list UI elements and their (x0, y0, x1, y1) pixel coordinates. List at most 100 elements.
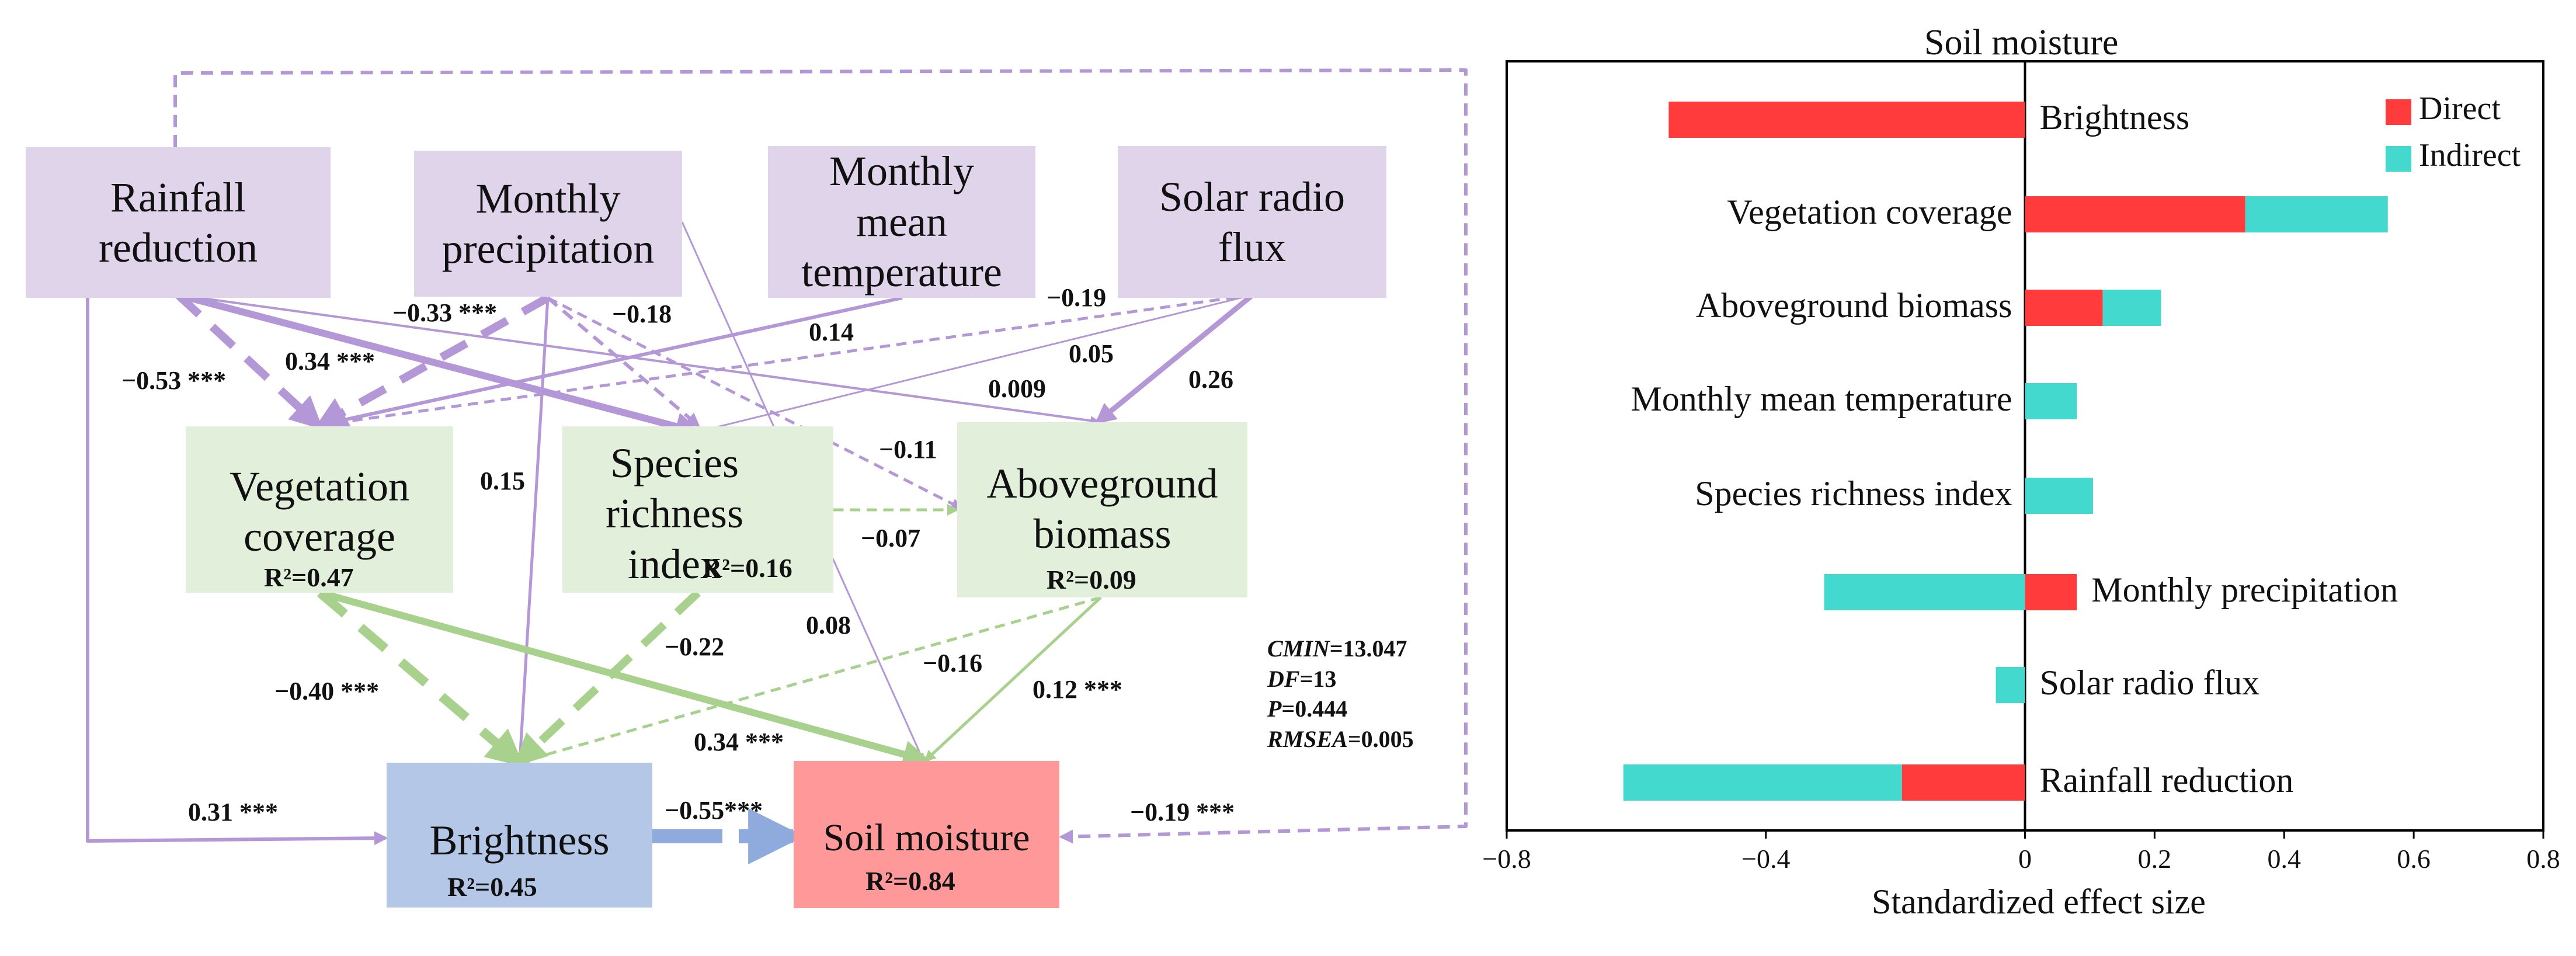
bar-direct-0 (1668, 102, 2025, 138)
path-veg-bright (317, 589, 524, 767)
bar-direct-7 (1901, 764, 2025, 801)
coef-precip-soil: 0.08 (806, 611, 851, 639)
x-tick-label: 0 (2018, 844, 2032, 874)
coef-veg-bright: −0.40 *** (274, 677, 380, 705)
node-monthly-precipitation: Monthly precipitation (414, 151, 682, 297)
x-axis-label: Standardized effect size (1872, 882, 2206, 921)
category-label: Species richness index (1695, 474, 2012, 513)
fit-line: RMSEA=0.005 (1267, 725, 1414, 752)
fit-line: CMIN=13.047 (1267, 635, 1407, 662)
node-solar-radio-flux: Solar radio flux (1118, 146, 1386, 298)
category-label: Monthly mean temperature (1631, 380, 2012, 418)
path-biomass-soil (924, 596, 1102, 762)
category-label: Vegetation coverage (1727, 193, 2012, 231)
path-solar-species (699, 294, 1253, 433)
bar-indirect-2 (2102, 290, 2161, 326)
bar-indirect-3 (2025, 383, 2077, 419)
node-monthly-mean-temperature: Monthly mean temperature (768, 146, 1035, 298)
r2-vegetation-coverage: R²=0.47 (264, 562, 354, 592)
bar-direct-5 (2025, 574, 2077, 610)
x-tick-label: −0.4 (1741, 844, 1791, 874)
path-precip-bright (514, 297, 550, 764)
path-solar-biomass (1094, 293, 1254, 425)
node-label: Rainfall reduction (99, 173, 258, 271)
chart-title: Soil moisture (1924, 23, 2119, 62)
path-rainfall-bright (86, 295, 388, 846)
bar-indirect-4 (2025, 478, 2093, 514)
category-label: Rainfall reduction (2039, 761, 2294, 799)
fit-line: P=0.444 (1267, 696, 1348, 722)
coef-solar-veg: −0.19 (1047, 283, 1107, 312)
path-species-bright (513, 589, 701, 767)
coef-species-bright: −0.22 (665, 632, 725, 661)
category-label: Monthly precipitation (2091, 571, 2398, 609)
coef-veg-soil: 0.34 *** (694, 728, 784, 756)
coef-biomass-bright: −0.16 (923, 649, 983, 677)
coef-rainfall-soil: −0.19 *** (1130, 798, 1235, 826)
path-rainfall-species (177, 291, 704, 440)
coef-rainfall-veg: −0.53 *** (121, 366, 227, 395)
node-label: Aboveground biomass (986, 460, 1218, 558)
legend-label-direct: Direct (2419, 91, 2501, 127)
coef-biomass-soil: 0.12 *** (1033, 675, 1122, 704)
node-label: Monthly mean temperature (801, 148, 1002, 296)
path-temp-veg (317, 296, 903, 430)
node-vegetation-coverage: Vegetation coverage (186, 426, 453, 593)
path-rainfall-biomass (178, 294, 1100, 426)
node-rainfall-reduction: Rainfall reduction (26, 147, 331, 298)
path-solar-veg (318, 293, 1253, 430)
path-rainfall-veg (175, 291, 324, 430)
coef-solar-species: 0.05 (1069, 339, 1114, 368)
bar-indirect-7 (1623, 764, 1902, 801)
legend-label-indirect: Indirect (2419, 137, 2521, 173)
coef-precip-biomass: −0.11 (879, 435, 937, 464)
r2-soil-moisture: R²=0.84 (865, 866, 955, 896)
x-tick-label: −0.8 (1482, 844, 1531, 874)
r2-species-richness-index: R²=0.16 (703, 553, 792, 583)
path-precip-species (547, 296, 700, 427)
coef-precip-bright: 0.15 (480, 467, 525, 495)
coef-bright-soil: −0.55*** (665, 796, 763, 825)
model-fit-stats: CMIN=13.047 DF=13 P=0.444 RMSEA=0.005 (1267, 634, 1414, 754)
bar-indirect-1 (2245, 196, 2388, 232)
x-tick-label: 0.4 (2267, 844, 2302, 874)
coef-rainfall-biomass: 0.009 (988, 374, 1046, 403)
x-tick-label: 0.8 (2526, 844, 2560, 874)
plot-frame (1506, 60, 2544, 832)
node-soil-moisture: Soil moisture (794, 761, 1059, 908)
coef-precip-veg: −0.33 *** (392, 298, 498, 327)
path-veg-soil (319, 589, 931, 768)
coef-precip-species: −0.18 (612, 300, 672, 328)
legend-swatch-direct (2386, 99, 2411, 125)
sem-diagram (86, 68, 1468, 864)
bar-direct-2 (2025, 290, 2103, 326)
r2-brightness: R²=0.45 (447, 872, 537, 902)
bar-indirect-5 (1824, 574, 2025, 610)
path-biomass-bright (517, 596, 1101, 766)
node-label: Monthly precipitation (441, 175, 655, 272)
node-label: Brightness (429, 817, 610, 864)
node-brightness: Brightness (387, 763, 652, 908)
node-species-richness-index: Species richness index (562, 426, 833, 593)
r2-aboveground-biomass: R²=0.09 (1047, 565, 1136, 595)
legend-swatch-indirect (2386, 146, 2411, 172)
node-aboveground-biomass: Aboveground biomass (957, 422, 1247, 597)
x-tick-label: 0.2 (2137, 844, 2172, 874)
coef-temp-veg: 0.14 (809, 318, 854, 346)
coef-rainfall-bright: 0.31 *** (188, 798, 278, 826)
coef-solar-biomass: 0.26 (1188, 365, 1233, 394)
category-label: Aboveground biomass (1695, 286, 2012, 325)
path-rainfall-soil (173, 68, 1468, 844)
path-precip-biomass (547, 296, 963, 510)
coef-species-biomass: −0.07 (861, 524, 921, 552)
coef-rainfall-species: 0.34 *** (285, 347, 375, 376)
node-label: Vegetation coverage (230, 463, 409, 561)
node-label: Species richness index (606, 440, 743, 587)
fit-line: DF=13 (1267, 665, 1337, 692)
x-tick-label: 0.6 (2397, 844, 2431, 874)
bar-indirect-6 (1996, 667, 2025, 703)
bar-direct-1 (2025, 196, 2245, 232)
category-label: Solar radio flux (2039, 663, 2260, 702)
node-label: Soil moisture (823, 816, 1030, 859)
node-label: Solar radio flux (1159, 173, 1345, 270)
